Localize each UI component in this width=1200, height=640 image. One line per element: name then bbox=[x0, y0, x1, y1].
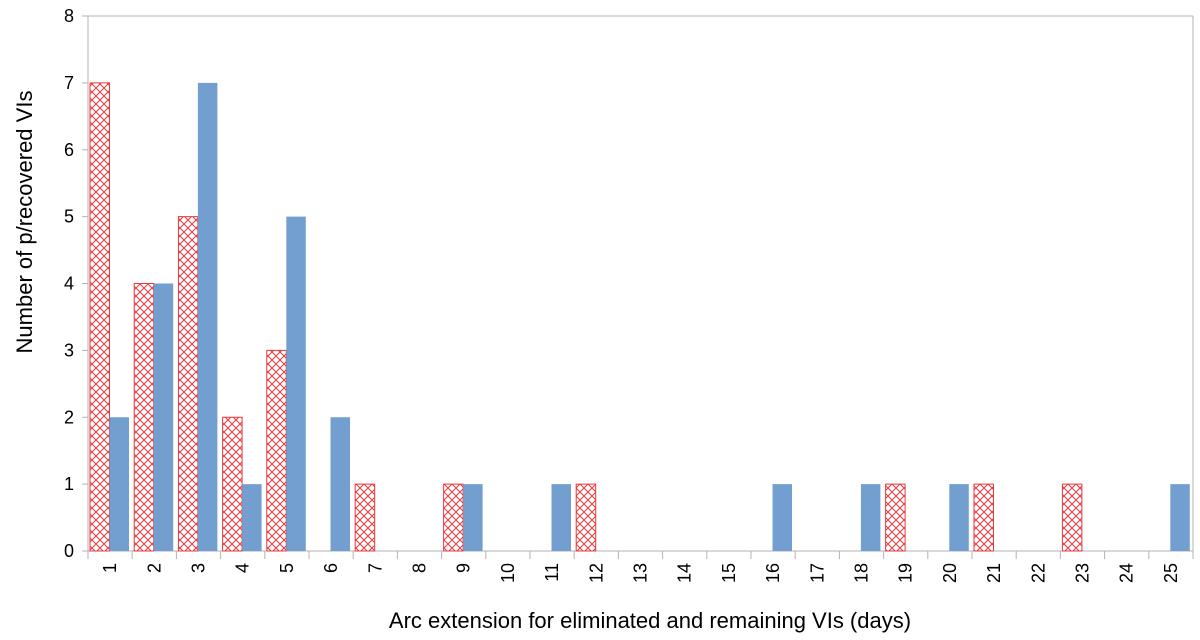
x-tick-label: 19 bbox=[896, 563, 916, 583]
x-tick-label: 10 bbox=[498, 563, 518, 583]
x-tick-label: 9 bbox=[454, 563, 474, 573]
x-tick-label: 23 bbox=[1073, 563, 1093, 583]
x-tick-label: 22 bbox=[1028, 563, 1048, 583]
bar-eliminated-23 bbox=[1061, 483, 1083, 552]
x-tick-label: 11 bbox=[542, 563, 562, 582]
bar-remaining-11 bbox=[551, 484, 571, 551]
x-tick-label: 6 bbox=[321, 563, 341, 573]
y-tick-label: 1 bbox=[64, 474, 74, 494]
x-tick-label: 8 bbox=[410, 563, 430, 573]
x-axis: 1 2 3 4 5 6 7 8 9 10 11 12 13 14 15 16 17 18 19 20 21 22 23 24 2… bbox=[87, 551, 1194, 583]
y-tick-label: 3 bbox=[64, 340, 74, 360]
x-tick-label: 13 bbox=[631, 563, 651, 583]
bar-remaining-4 bbox=[242, 484, 262, 551]
x-tick-label: 3 bbox=[189, 563, 209, 573]
bar-remaining-1 bbox=[109, 417, 129, 551]
bar-eliminated-21 bbox=[973, 483, 994, 552]
x-tick-label: 1 bbox=[100, 563, 120, 573]
y-tick-label: 2 bbox=[64, 407, 74, 427]
x-tick-label: 15 bbox=[719, 563, 739, 583]
x-tick-label: 4 bbox=[233, 563, 253, 573]
bar-remaining-18 bbox=[860, 484, 881, 551]
y-axis-title: Number of p/recovered VIs bbox=[12, 91, 37, 354]
bar-eliminated-9 bbox=[443, 483, 464, 552]
y-tick-label: 7 bbox=[64, 73, 74, 93]
x-tick-label: 7 bbox=[365, 563, 385, 573]
x-tick-label: 14 bbox=[675, 563, 695, 583]
x-tick-label: 16 bbox=[763, 563, 783, 583]
bar-eliminated-12 bbox=[575, 483, 597, 552]
bar-eliminated-7 bbox=[354, 483, 376, 552]
x-tick-label: 20 bbox=[940, 563, 960, 583]
bar-remaining-25 bbox=[1170, 484, 1190, 551]
y-tick-label: 4 bbox=[64, 274, 74, 294]
x-tick-label: 17 bbox=[807, 563, 827, 583]
bar-remaining-16 bbox=[772, 484, 792, 551]
bar-remaining-20 bbox=[949, 484, 969, 551]
x-tick-label: 25 bbox=[1161, 563, 1181, 583]
x-tick-label: 12 bbox=[586, 563, 606, 583]
bar-remaining-2 bbox=[153, 283, 174, 551]
x-tick-label: 18 bbox=[852, 563, 872, 583]
y-axis: 0 1 2 3 4 5 6 7 8 bbox=[64, 6, 88, 561]
bar-eliminated-1 bbox=[89, 82, 110, 552]
y-tick-label: 0 bbox=[64, 541, 74, 561]
x-tick-label: 2 bbox=[144, 563, 164, 573]
bar-remaining-3 bbox=[197, 82, 218, 551]
bar-remaining-6 bbox=[330, 417, 350, 551]
bar-eliminated-5 bbox=[266, 349, 287, 552]
bar-eliminated-2 bbox=[133, 283, 155, 552]
y-tick-label: 6 bbox=[64, 140, 74, 160]
x-axis-title: Arc extension for eliminated and remaini… bbox=[389, 608, 911, 633]
bar-remaining-5 bbox=[286, 216, 306, 551]
bar-remaining-9 bbox=[463, 484, 483, 551]
bar-eliminated-19 bbox=[885, 483, 906, 552]
x-tick-label: 5 bbox=[277, 563, 297, 573]
bars-group bbox=[89, 82, 1190, 552]
bar-eliminated-4 bbox=[222, 416, 243, 552]
bar-eliminated-3 bbox=[177, 216, 199, 552]
y-tick-label: 8 bbox=[64, 6, 74, 26]
y-tick-label: 5 bbox=[64, 207, 74, 227]
plot-area bbox=[87, 15, 1194, 552]
x-tick-label: 21 bbox=[984, 563, 1004, 583]
x-tick-label: 24 bbox=[1117, 563, 1137, 583]
